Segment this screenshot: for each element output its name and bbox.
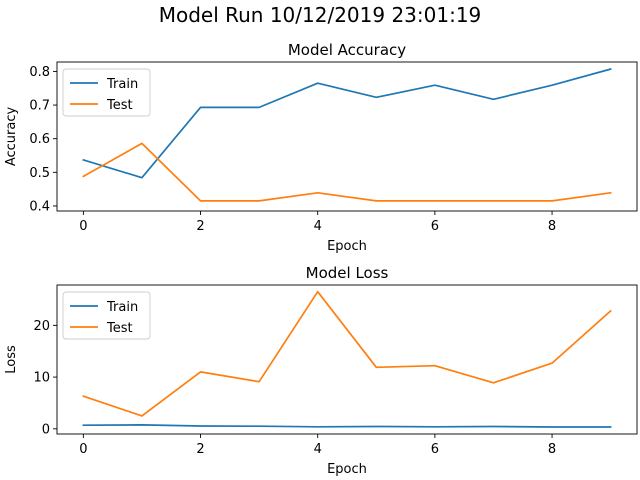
y-tick-label: 0.7: [29, 99, 50, 114]
x-axis-label: Epoch: [327, 239, 367, 254]
x-tick-label: 4: [314, 219, 322, 234]
figure-title: Model Run 10/12/2019 23:01:19: [159, 3, 482, 27]
axes-frame: [56, 284, 638, 435]
subplot-2: 0 2 4 6 8 0 10 20 Model Loss Epoch Loss Train Test: [4, 264, 638, 477]
series-line-test: [82, 142, 612, 202]
series-line-test: [82, 290, 612, 417]
y-axis-label: Loss: [4, 345, 19, 374]
y-axis-label: Accuracy: [4, 107, 19, 167]
legend-label-test: Test: [106, 321, 133, 336]
subplot-1: 0 2 4 6 8 0.4 0.5 0.6 0.7 0.8 Model Accuracy Epoch A…: [4, 41, 638, 254]
x-tick-label: 2: [196, 219, 204, 234]
x-tick-label: 0: [79, 219, 87, 234]
x-tick-label: 6: [431, 442, 439, 457]
subplot-title: Model Loss: [306, 264, 389, 282]
x-tick-label: 4: [314, 442, 322, 457]
y-tick-label: 0.8: [29, 65, 50, 80]
x-tick-label: 8: [548, 442, 556, 457]
x-axis-label: Epoch: [327, 462, 367, 477]
series-line-train: [82, 424, 612, 428]
legend-label-test: Test: [106, 98, 133, 113]
y-tick-label: 20: [33, 319, 50, 334]
legend-label-train: Train: [106, 300, 138, 315]
subplot-title: Model Accuracy: [288, 41, 406, 59]
y-tick-label: 0.6: [29, 132, 50, 147]
series-line-train: [82, 68, 612, 179]
y-tick-label: 10: [33, 371, 50, 386]
x-tick-label: 0: [79, 442, 87, 457]
y-tick-label: 0: [42, 422, 50, 437]
x-tick-label: 2: [196, 442, 204, 457]
y-tick-label: 0.5: [29, 166, 50, 181]
axes-frame: [56, 61, 638, 212]
x-tick-label: 6: [431, 219, 439, 234]
legend: Train Test: [62, 68, 151, 117]
y-tick-label: 0.4: [29, 199, 50, 214]
x-tick-label: 8: [548, 219, 556, 234]
legend-label-train: Train: [106, 77, 138, 92]
legend: Train Test: [62, 291, 151, 340]
